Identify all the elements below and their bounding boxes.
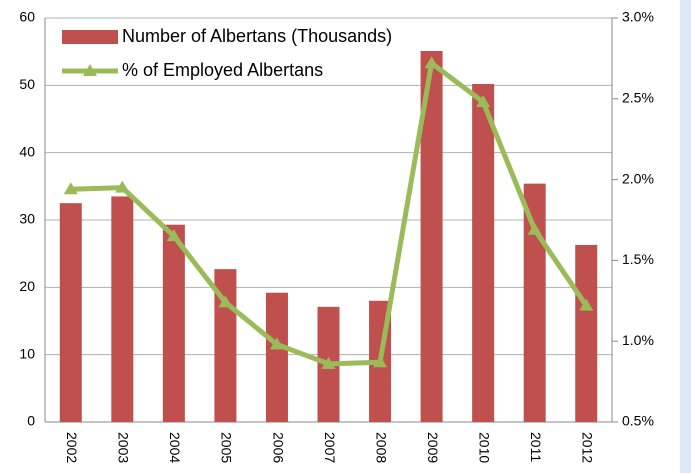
marker bbox=[115, 180, 130, 193]
y2-tick-label: 0.5% bbox=[622, 413, 654, 429]
y-tick-label: 40 bbox=[19, 143, 35, 159]
x-tick-label: 2002 bbox=[64, 432, 80, 463]
marker bbox=[218, 295, 233, 308]
marker bbox=[373, 355, 388, 368]
bar bbox=[265, 292, 288, 422]
y-tick-label: 20 bbox=[19, 278, 35, 294]
x-tick-label: 2010 bbox=[476, 432, 492, 463]
y2-tick-label: 2.0% bbox=[622, 170, 654, 186]
marker bbox=[63, 182, 78, 195]
window-edge bbox=[680, 0, 691, 473]
y2-tick-label: 2.5% bbox=[622, 90, 654, 106]
marker bbox=[527, 222, 542, 235]
y2-tick-label: 1.5% bbox=[622, 251, 654, 267]
marker bbox=[269, 337, 284, 350]
legend-swatch bbox=[62, 30, 118, 44]
y2-tick-label: 3.0% bbox=[622, 9, 654, 25]
marker bbox=[424, 56, 439, 69]
y-tick-label: 0 bbox=[27, 413, 35, 429]
marker bbox=[321, 356, 336, 369]
legend-label: Number of Albertans (Thousands) bbox=[122, 26, 392, 46]
y-tick-label: 10 bbox=[19, 345, 35, 361]
bar bbox=[111, 196, 134, 422]
marker bbox=[476, 95, 491, 108]
legend-label: % of Employed Albertans bbox=[122, 60, 323, 80]
x-tick-label: 2007 bbox=[322, 432, 338, 463]
bar bbox=[472, 83, 495, 422]
bar bbox=[523, 183, 546, 422]
legend-marker bbox=[83, 64, 97, 76]
bar bbox=[162, 224, 185, 422]
x-tick-label: 2005 bbox=[219, 432, 235, 463]
bar bbox=[575, 244, 598, 422]
x-tick-label: 2003 bbox=[116, 432, 132, 463]
y2-tick-label: 1.0% bbox=[622, 332, 654, 348]
y-tick-label: 30 bbox=[19, 211, 35, 227]
bar bbox=[59, 203, 82, 422]
y-tick-label: 60 bbox=[19, 9, 35, 25]
x-tick-label: 2009 bbox=[425, 432, 441, 463]
y-tick-label: 50 bbox=[19, 76, 35, 92]
x-tick-label: 2008 bbox=[373, 432, 389, 463]
bar bbox=[420, 50, 443, 422]
x-tick-label: 2006 bbox=[270, 432, 286, 463]
marker bbox=[579, 298, 594, 311]
x-tick-label: 2012 bbox=[580, 432, 596, 463]
x-tick-label: 2004 bbox=[167, 432, 183, 463]
marker bbox=[166, 229, 181, 242]
x-tick-label: 2011 bbox=[528, 432, 544, 462]
